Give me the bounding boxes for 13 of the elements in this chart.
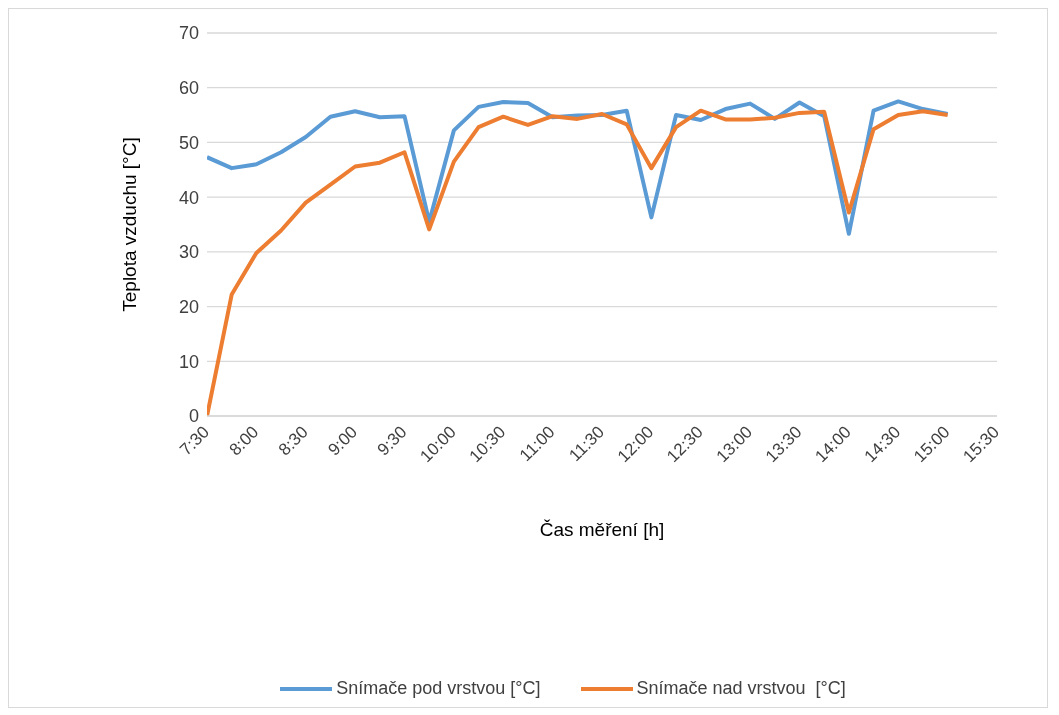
legend-label: Snímače nad vrstvou [°C]: [635, 678, 846, 699]
y-tick-label: 70: [178, 23, 199, 44]
y-tick-label: 60: [178, 78, 199, 99]
y-tick-label: 50: [178, 132, 199, 153]
y-tick-label: 10: [178, 351, 199, 372]
y-tick-label: 30: [178, 242, 199, 263]
y-tick-label: 20: [178, 296, 199, 317]
y-axis-title: Teplota vzduchu [°C]: [118, 137, 140, 312]
legend-label: Snímače pod vrstvou [°C]: [335, 678, 541, 699]
line-series: [207, 108, 950, 416]
x-tick-label: 8:00: [225, 422, 263, 460]
y-tick-label: 40: [178, 187, 199, 208]
x-axis-title: Čas měření [h]: [539, 519, 665, 540]
